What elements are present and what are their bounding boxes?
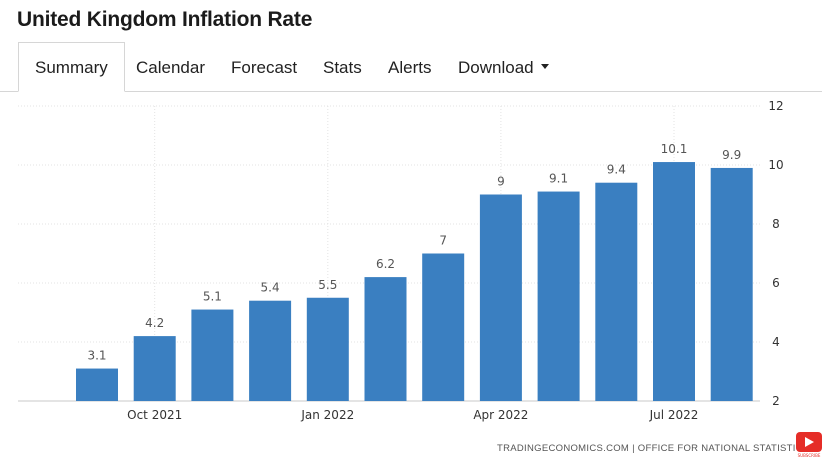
tab-summary[interactable]: Summary	[18, 42, 125, 92]
bar	[710, 167, 753, 401]
page-title: United Kingdom Inflation Rate	[17, 8, 313, 31]
header: United Kingdom Inflation Rate	[0, 0, 822, 42]
bar	[422, 253, 465, 401]
data-label: 9.4	[607, 163, 626, 177]
tab-alerts[interactable]: Alerts	[388, 58, 432, 77]
bar	[76, 368, 118, 401]
data-label: 5.4	[261, 281, 280, 295]
x-tick-label: Jul 2022	[649, 408, 699, 422]
youtube-subscribe-button[interactable]: SUBSCRIBE	[796, 432, 822, 462]
bar	[364, 277, 407, 401]
bar	[133, 336, 176, 401]
y-tick-label: 10	[768, 158, 783, 172]
tab-download-label: Download	[458, 58, 534, 77]
bar	[479, 194, 522, 401]
y-tick-label: 2	[772, 394, 780, 408]
data-label: 9.1	[549, 172, 568, 186]
tab-calendar[interactable]: Calendar	[136, 58, 205, 77]
data-label: 10.1	[661, 142, 688, 156]
tab-bar	[0, 42, 822, 92]
data-label: 9.9	[722, 148, 741, 162]
data-label: 9	[497, 175, 505, 189]
youtube-icon	[796, 432, 822, 452]
y-tick-label: 4	[772, 335, 780, 349]
data-label: 7	[439, 234, 447, 248]
data-label: 5.1	[203, 290, 222, 304]
chart-area: 3.1 4.2 5.1 5.4 5.5 6.2 7 9 9.1 9.4 10.1 9.9 2 4 6 8 10 1…	[0, 93, 822, 462]
subscribe-label: SUBSCRIBE	[797, 453, 821, 458]
tab-stats[interactable]: Stats	[323, 58, 362, 77]
data-label: 6.2	[376, 257, 395, 271]
bar	[537, 191, 580, 401]
y-tick-label: 8	[772, 217, 780, 231]
data-label: 5.5	[318, 278, 337, 292]
source-footer: TRADINGECONOMICS.COM | OFFICE FOR NATION…	[497, 443, 810, 454]
x-tick-label: Apr 2022	[473, 408, 528, 422]
x-tick-label: Jan 2022	[300, 408, 354, 422]
bar	[595, 182, 638, 401]
bar	[191, 309, 234, 401]
tab-download[interactable]: Download	[458, 44, 549, 92]
tab-forecast[interactable]: Forecast	[231, 58, 298, 77]
bar	[249, 300, 292, 401]
data-label: 3.1	[87, 349, 106, 363]
bar	[306, 297, 349, 401]
bar	[653, 162, 695, 401]
data-label: 4.2	[145, 316, 164, 330]
inflation-chart: 3.1 4.2 5.1 5.4 5.5 6.2 7 9 9.1 9.4 10.1 9.9 2 4 6 8 10 1…	[18, 99, 784, 422]
x-tick-label: Oct 2021	[127, 408, 182, 422]
y-tick-label: 6	[772, 276, 780, 290]
y-tick-label: 12	[768, 99, 783, 113]
chevron-down-icon	[540, 64, 549, 70]
